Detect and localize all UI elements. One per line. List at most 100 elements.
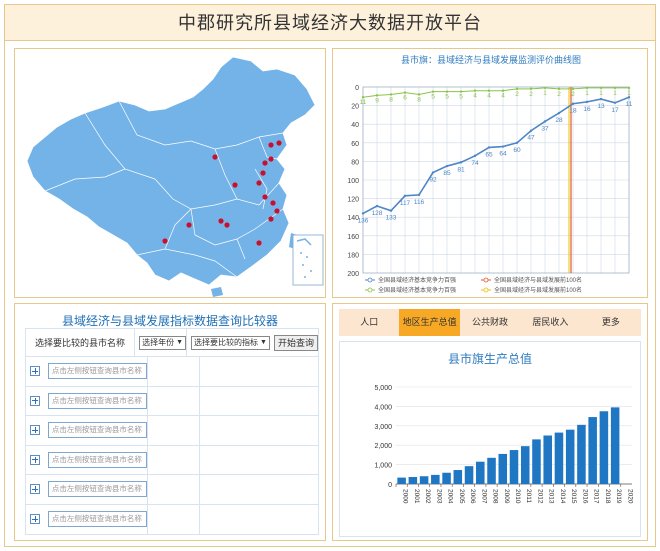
line-point[interactable]	[459, 161, 463, 164]
county-name-input[interactable]: 点击左侧按钮查询县市名称	[47, 481, 147, 498]
gdp-bar[interactable]	[487, 457, 496, 484]
county-name-input[interactable]: 点击左侧按钮查询县市名称	[47, 422, 147, 439]
line-point[interactable]	[627, 86, 631, 90]
gdp-bar[interactable]	[453, 470, 463, 484]
line-point[interactable]	[529, 129, 533, 132]
gdp-bar[interactable]	[498, 453, 508, 484]
line-point[interactable]	[557, 87, 561, 91]
county-marker[interactable]	[186, 222, 192, 228]
line-point[interactable]	[501, 145, 505, 148]
line-point[interactable]	[501, 89, 505, 92]
line-point[interactable]	[529, 87, 533, 91]
county-name-input[interactable]: 点击左侧按钮查询县市名称	[47, 363, 147, 380]
county-marker[interactable]	[262, 194, 268, 200]
line-point[interactable]	[375, 94, 379, 97]
county-marker[interactable]	[268, 216, 274, 222]
gdp-bar[interactable]	[599, 411, 609, 484]
county-marker[interactable]	[256, 240, 262, 246]
line-point[interactable]	[403, 91, 407, 94]
add-county-icon[interactable]	[30, 484, 40, 495]
gdp-bar[interactable]	[520, 446, 530, 484]
county-marker[interactable]	[276, 140, 282, 146]
line-point[interactable]	[375, 204, 379, 208]
line-point[interactable]	[417, 193, 421, 197]
line-point[interactable]	[361, 96, 365, 99]
gdp-bar[interactable]	[397, 477, 406, 484]
line-point[interactable]	[613, 101, 617, 105]
gdp-bar[interactable]	[588, 417, 597, 484]
gdp-bar[interactable]	[532, 439, 541, 484]
add-county-icon[interactable]	[30, 395, 40, 406]
line-point[interactable]	[571, 87, 575, 91]
line-point[interactable]	[571, 102, 575, 105]
county-marker[interactable]	[268, 142, 274, 148]
county-name-input[interactable]: 点击左侧按钮查询县市名称	[47, 392, 147, 409]
county-marker[interactable]	[262, 160, 268, 166]
tab-item[interactable]: 地区生产总值	[399, 309, 460, 336]
add-county-icon[interactable]	[30, 514, 40, 525]
line-point[interactable]	[417, 93, 421, 96]
line-point[interactable]	[459, 90, 463, 93]
tab-item[interactable]: 居民收入	[532, 317, 569, 327]
county-marker[interactable]	[270, 200, 276, 206]
gdp-bar[interactable]	[431, 474, 440, 484]
gdp-bar[interactable]	[577, 424, 586, 484]
gdp-bar[interactable]	[464, 466, 474, 484]
add-county-icon[interactable]	[30, 425, 40, 436]
tab-item[interactable]: 更多	[601, 317, 620, 327]
gdp-bar[interactable]	[442, 472, 451, 484]
county-marker[interactable]	[260, 170, 266, 176]
year-select[interactable]: 选择年份 ▼	[139, 335, 187, 350]
gdp-bar[interactable]	[554, 432, 564, 484]
county-marker[interactable]	[162, 238, 168, 244]
county-marker[interactable]	[274, 208, 280, 214]
gdp-bar[interactable]	[408, 477, 418, 484]
indicator-select[interactable]: 选择要比较的指标 ▼	[191, 335, 270, 350]
line-point[interactable]	[473, 154, 477, 158]
line-point[interactable]	[389, 93, 393, 96]
line-point[interactable]	[599, 97, 603, 101]
line-point[interactable]	[585, 86, 589, 90]
line-point[interactable]	[487, 89, 491, 92]
tab-item[interactable]: 人口	[360, 317, 379, 327]
line-point[interactable]	[431, 171, 435, 174]
china-map[interactable]	[15, 49, 326, 298]
add-county-icon[interactable]	[30, 366, 40, 377]
county-name-input[interactable]: 点击左侧按钮查询县市名称	[47, 511, 147, 528]
line-point[interactable]	[445, 90, 449, 93]
line-point[interactable]	[543, 86, 547, 90]
china-mainland-shape[interactable]	[26, 56, 316, 286]
line-point[interactable]	[599, 86, 603, 90]
tab-item[interactable]: 公共财政	[472, 317, 509, 327]
line-point[interactable]	[543, 120, 547, 123]
line-point[interactable]	[487, 146, 491, 149]
line-point[interactable]	[515, 87, 519, 91]
county-name-input[interactable]: 点击左侧按钮查询县市名称	[47, 451, 147, 468]
line-point[interactable]	[445, 164, 449, 168]
line-point[interactable]	[557, 111, 561, 115]
line-point[interactable]	[403, 194, 407, 198]
line-point[interactable]	[585, 100, 589, 104]
gdp-bar[interactable]	[419, 476, 429, 484]
line-point[interactable]	[515, 141, 519, 144]
county-marker[interactable]	[212, 154, 218, 160]
hainan-island[interactable]	[211, 287, 223, 297]
gdp-bar[interactable]	[509, 450, 519, 484]
line-point[interactable]	[389, 209, 393, 212]
gdp-bar[interactable]	[476, 461, 485, 484]
line-point[interactable]	[431, 90, 435, 93]
start-query-button[interactable]: 开始查询	[273, 334, 318, 351]
county-marker[interactable]	[232, 182, 238, 188]
county-marker[interactable]	[224, 222, 230, 228]
line-point[interactable]	[613, 86, 617, 90]
county-marker[interactable]	[218, 218, 224, 224]
gdp-bar[interactable]	[610, 407, 620, 484]
add-county-icon[interactable]	[30, 454, 40, 465]
county-marker[interactable]	[268, 156, 274, 162]
gdp-bar[interactable]	[565, 429, 575, 484]
line-point[interactable]	[627, 96, 631, 99]
line-point[interactable]	[361, 212, 365, 215]
line-point[interactable]	[473, 89, 477, 92]
county-marker[interactable]	[256, 180, 262, 186]
gdp-bar[interactable]	[543, 435, 552, 485]
